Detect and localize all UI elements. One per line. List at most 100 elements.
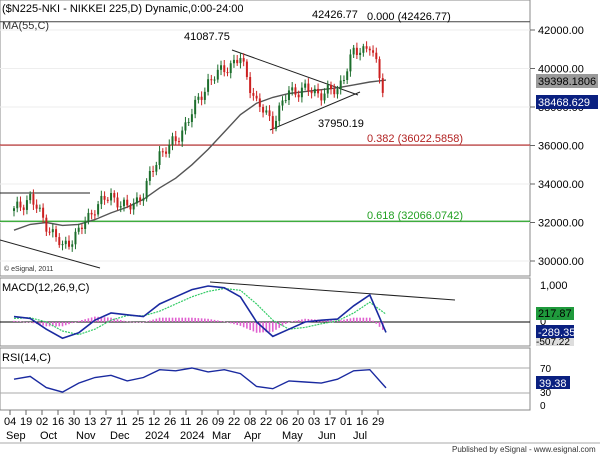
candle-body — [226, 72, 229, 74]
x-month-label: Nov — [76, 430, 96, 442]
copyright-label: © eSignal, 2011 — [4, 265, 54, 273]
candle-body — [93, 214, 96, 216]
trendline-oct-bottom — [0, 239, 101, 269]
macd-histogram-bar — [123, 320, 125, 322]
macd-histogram-bar — [213, 319, 216, 322]
macd-histogram-bar — [103, 317, 106, 322]
macd-histogram-bar — [252, 322, 255, 332]
x-month-label: 2024 — [145, 430, 169, 442]
macd-histogram-bar — [216, 320, 219, 322]
candle-body — [210, 79, 213, 81]
macd-histogram-bar — [13, 320, 15, 322]
x-day-label: 04 — [4, 416, 16, 428]
ma-value-label: 39398.1806 — [538, 76, 596, 88]
macd-histogram-bar — [291, 321, 293, 322]
candle-body — [38, 207, 41, 209]
x-day-label: 22 — [228, 416, 240, 428]
macd-histogram-bar — [297, 320, 300, 322]
candles — [13, 41, 384, 252]
candle-body — [368, 48, 371, 51]
x-day-label: 11 — [116, 416, 127, 428]
macd-histogram-bar — [326, 320, 329, 322]
x-month-label: Jun — [318, 430, 336, 442]
macd-histogram-bar — [307, 318, 310, 322]
candle-body — [148, 170, 151, 181]
macd-histogram-bar — [197, 318, 200, 322]
candle-body — [139, 197, 142, 201]
macd-histogram — [13, 316, 384, 333]
macd-histogram-bar — [194, 317, 196, 322]
macd-histogram-bar — [375, 322, 378, 324]
macd-histogram-bar — [100, 317, 103, 322]
macd-histogram-bar — [77, 320, 80, 322]
macd-histogram-bar — [90, 317, 93, 322]
candle-body — [84, 222, 87, 229]
macd-value-label-2: -289.35 — [538, 327, 575, 339]
x-month-label: Apr — [244, 430, 261, 442]
macd-histogram-bar — [278, 322, 281, 328]
candle-body — [297, 94, 300, 98]
x-month-label: Dec — [110, 430, 130, 442]
candle-body — [110, 192, 113, 201]
candle-body — [330, 84, 333, 90]
macd-histogram-bar — [129, 321, 132, 323]
x-month-label: Mar — [212, 430, 231, 442]
candle-body — [342, 79, 345, 81]
rsi-tick-30: 30 — [540, 388, 552, 399]
candle-body — [190, 114, 193, 123]
macd-histogram-bar — [181, 317, 184, 322]
x-day-label: 12 — [148, 416, 160, 428]
macd-histogram-bar — [304, 318, 306, 322]
macd-histogram-bar — [26, 322, 28, 323]
x-day-label: 30 — [68, 416, 80, 428]
candle-body — [71, 244, 74, 247]
candle-body — [346, 71, 349, 80]
macd-histogram-bar — [22, 321, 25, 323]
candle-body — [77, 227, 80, 232]
macd-histogram-bar — [39, 322, 41, 325]
x-day-label: 08 — [244, 416, 256, 428]
candle-body — [165, 151, 168, 154]
candle-body — [242, 58, 245, 62]
candle-body — [171, 136, 174, 145]
candle-body — [126, 199, 129, 206]
candle-body — [177, 141, 180, 143]
candle-body — [313, 88, 316, 94]
x-month-label: Oct — [40, 430, 57, 442]
candle-body — [229, 63, 232, 74]
macd-histogram-bar — [349, 318, 352, 322]
macd-tick-1000: 1,000 — [540, 280, 568, 292]
rsi-value-box — [536, 376, 570, 389]
candle-body — [349, 54, 352, 72]
macd-histogram-bar — [246, 322, 248, 329]
price-tick-label: 32000.00 — [538, 218, 584, 230]
macd-tick-0: 0 — [540, 316, 546, 328]
candle-body — [187, 122, 190, 124]
macd-histogram-bar — [259, 322, 261, 333]
macd-histogram-bar — [126, 321, 129, 323]
candle-body — [232, 59, 235, 64]
macd-histogram-bar — [352, 317, 355, 322]
candle-body — [16, 201, 19, 209]
macd-histogram-bar — [187, 317, 190, 322]
macd-histogram-bar — [145, 321, 148, 322]
candle-body — [378, 59, 381, 79]
macd-histogram-bar — [330, 320, 332, 322]
macd-histogram-bar — [339, 320, 342, 322]
candle-body — [152, 170, 155, 172]
macd-histogram-bar — [378, 322, 381, 327]
macd-histogram-bar — [275, 322, 277, 330]
macd-histogram-bar — [184, 317, 187, 322]
macd-histogram-bar — [301, 319, 303, 322]
chart-title: ($N225-NKI - NIKKEI 225,D) Dynamic,0:00-… — [2, 3, 244, 15]
macd-histogram-bar — [249, 322, 251, 331]
macd-histogram-bar — [229, 322, 232, 324]
macd-histogram-bar — [55, 322, 57, 327]
candle-body — [184, 122, 187, 131]
macd-histogram-bar — [168, 317, 171, 322]
candle-body — [113, 192, 116, 198]
candle-body — [294, 87, 297, 95]
macd-histogram-bar — [372, 320, 374, 322]
candle-body — [35, 204, 38, 209]
candle-body — [161, 151, 164, 153]
